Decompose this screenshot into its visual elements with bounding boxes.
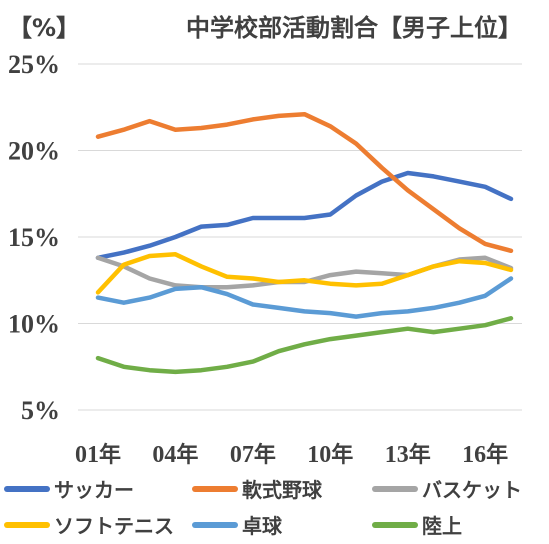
series-line: [95, 276, 514, 319]
legend-label: ソフトテニス: [54, 514, 174, 538]
legend-item: 軟式野球: [192, 474, 322, 503]
series-lines: [95, 111, 514, 375]
series-line: [95, 111, 514, 254]
y-tick-label: 15%: [8, 223, 60, 252]
gridlines: [78, 63, 522, 411]
legend-item: 卓球: [192, 510, 282, 539]
y-axis-tick-labels: 5% 10% 15% 20% 25%: [8, 50, 60, 425]
legend-swatch: [372, 521, 418, 528]
series-line: [95, 252, 514, 295]
legend-swatch: [372, 485, 418, 492]
legend-label: 卓球: [242, 514, 282, 538]
x-tick-label: 01年: [75, 442, 121, 468]
legend-item: ソフトテニス: [4, 510, 174, 539]
legend-label: サッカー: [54, 478, 134, 502]
x-tick-label: 10年: [307, 442, 353, 468]
x-tick-label: 07年: [230, 442, 276, 468]
legend-swatch: [4, 521, 50, 528]
legend-label: 陸上: [422, 514, 462, 538]
legend-label: 軟式野球: [242, 478, 322, 502]
x-tick-label: 04年: [152, 442, 198, 468]
line-chart: 【%】 中学校部活動割合【男子上位】 5% 10% 15% 20% 25% 01年 04年…: [8, 14, 522, 468]
legend-item: 陸上: [372, 510, 462, 539]
series-line: [95, 316, 514, 375]
series-line: [95, 170, 514, 261]
legend-swatch: [192, 485, 238, 492]
y-tick-label: 25%: [8, 50, 60, 79]
y-tick-label: 10%: [8, 310, 60, 339]
legend-item: バスケット: [372, 474, 522, 503]
x-tick-label: 13年: [385, 442, 431, 468]
x-tick-label: 16年: [462, 442, 508, 468]
legend-swatch: [4, 485, 50, 492]
x-axis-tick-labels: 01年 04年 07年 10年 13年 16年: [75, 442, 508, 468]
unit-label: 【%】: [8, 14, 80, 42]
legend-item: サッカー: [4, 474, 134, 503]
legend-swatch: [192, 521, 238, 528]
chart-title: 中学校部活動割合【男子上位】: [186, 14, 522, 42]
y-tick-label: 20%: [8, 137, 60, 166]
y-tick-label: 5%: [21, 396, 60, 425]
legend-label: バスケット: [422, 478, 522, 502]
